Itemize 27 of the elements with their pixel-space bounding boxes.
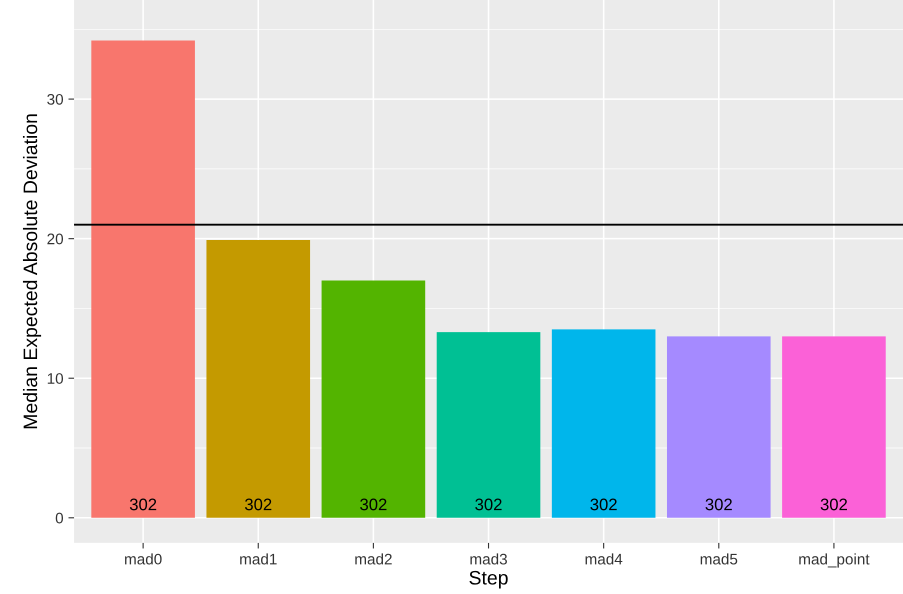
x-tick-label: mad5: [700, 553, 738, 565]
x-tick-label: mad2: [355, 553, 392, 565]
bar: [552, 329, 656, 518]
x-tick-label: mad_point: [799, 553, 870, 568]
annotation: 302: [706, 498, 732, 510]
annotation: 302: [360, 498, 386, 510]
y-tick-label: 30: [47, 94, 64, 105]
x-tick-label: mad1: [240, 553, 277, 565]
annotation: 302: [244, 498, 272, 510]
annotation: 302: [590, 498, 617, 510]
y-axis-title: Median Expected Absolute Deviation: [22, 114, 42, 428]
bar: [322, 280, 426, 518]
bar: [206, 240, 310, 518]
bar: [666, 336, 771, 518]
annotation: 302: [475, 498, 502, 510]
bar: [782, 336, 886, 518]
x-tick-label: mad4: [586, 553, 622, 565]
bar: [91, 40, 195, 518]
y-tick-label: 20: [47, 234, 64, 244]
y-tick-label: 0: [56, 512, 64, 524]
x-tick-label: mad3: [470, 553, 507, 565]
y-tick-label: 10: [48, 373, 64, 384]
x-tick-label: mad0: [125, 553, 162, 565]
x-axis-title: Step: [469, 570, 508, 588]
annotation: 302: [130, 498, 156, 510]
bar: [436, 332, 540, 518]
annotation: 302: [820, 498, 847, 510]
